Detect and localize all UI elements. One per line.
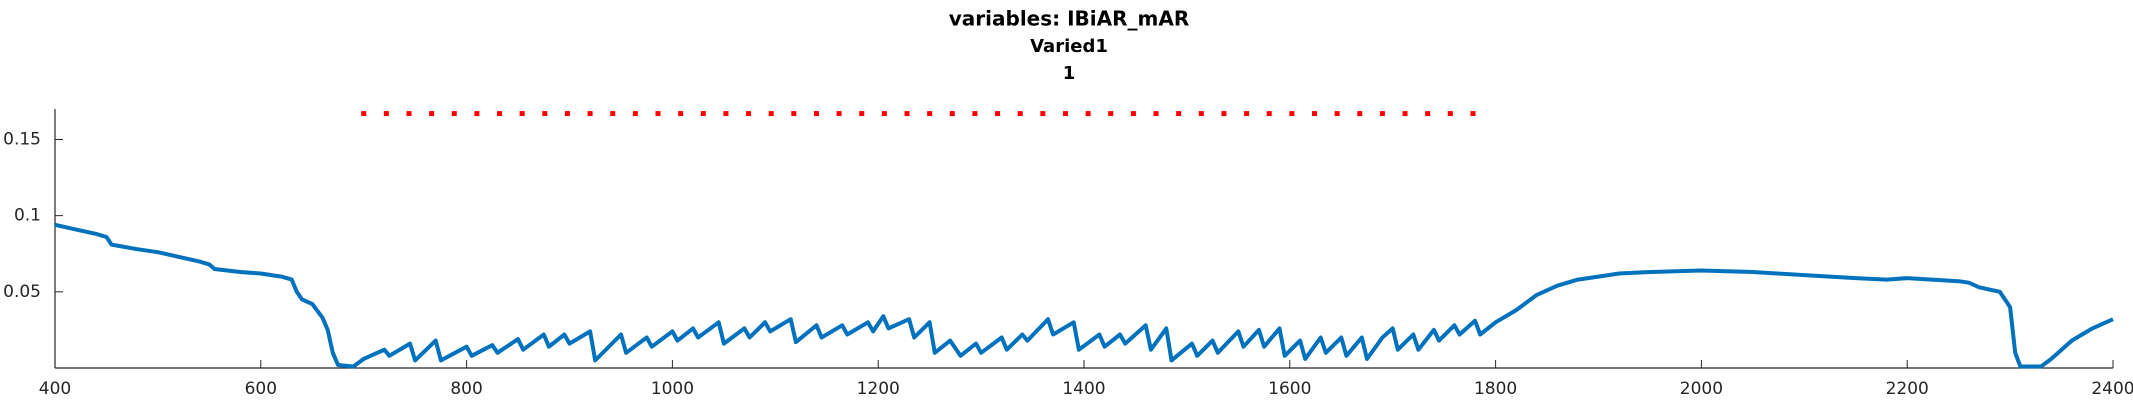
marker-dot [927,111,933,117]
marker-dot [1153,111,1159,117]
marker-dot [1085,111,1091,117]
marker-dot [949,111,955,117]
marker-dot [1402,111,1408,117]
marker-dot [383,111,389,117]
marker-dot [904,111,910,117]
marker-dot [655,111,661,117]
x-tick-label: 2000 [1680,379,1723,399]
marker-dot [610,111,616,117]
marker-dot [564,111,570,117]
marker-dot [1221,111,1227,117]
marker-dot [1176,111,1182,117]
series-line [54,222,2114,369]
marker-dot [1108,111,1114,117]
marker-dot [678,111,684,117]
marker-dot [1357,111,1363,117]
marker-dot [451,111,457,117]
marker-dot [406,111,412,117]
marker-dot [1425,111,1431,117]
marker-dot [791,111,797,117]
marker-dot [1470,111,1476,117]
marker-dot [836,111,842,117]
marker-dot [1289,111,1295,117]
marker-dot [700,111,706,117]
marker-dot [746,111,752,117]
marker-dot [972,111,978,117]
marker-dot [519,111,525,117]
x-tick-label: 2200 [1886,379,1929,399]
y-tick-label: 0.1 [14,206,41,226]
x-tick-label: 1200 [857,379,900,399]
x-tick-label: 2400 [2091,379,2133,399]
marker-dot [429,111,435,117]
marker-dot [1130,111,1136,117]
marker-dot [1017,111,1023,117]
marker-dot [995,111,1001,117]
marker-dot [497,111,503,117]
marker-dot [1447,111,1453,117]
marker-dot [1311,111,1317,117]
marker-dot [361,111,367,117]
marker-dot [1266,111,1272,117]
marker-dot [859,111,865,117]
x-tick-label: 1800 [1474,379,1517,399]
marker-dot [1040,111,1046,117]
marker-dot [1379,111,1385,117]
marker-dot [813,111,819,117]
x-tick-label: 1000 [651,379,694,399]
marker-dot [1198,111,1204,117]
x-tick-label: 800 [450,379,482,399]
chart-subtitle: 1 [1063,63,1076,84]
marker-dot [542,111,548,117]
marker-dot [1244,111,1250,117]
chart-subtitle: Varied1 [1030,36,1108,57]
marker-dot [1334,111,1340,117]
y-tick-label: 0.05 [3,282,41,302]
chart-title: variables: IBiAR_mAR [949,7,1190,31]
marker-dot [632,111,638,117]
x-tick-label: 400 [39,379,71,399]
marker-dot [881,111,887,117]
marker-dot [474,111,480,117]
marker-dot [1062,111,1068,117]
marker-dot [587,111,593,117]
marker-dot [768,111,774,117]
x-tick-label: 1600 [1268,379,1311,399]
y-tick-label: 0.15 [3,129,41,149]
x-tick-label: 600 [245,379,277,399]
x-tick-label: 1400 [1062,379,1105,399]
marker-dot [723,111,729,117]
